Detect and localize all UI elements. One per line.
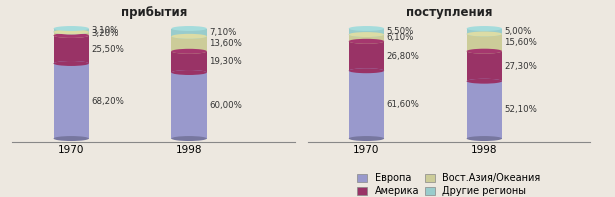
Text: 3,10%: 3,10% [91, 26, 119, 35]
FancyBboxPatch shape [54, 63, 89, 138]
Ellipse shape [54, 61, 89, 66]
Ellipse shape [172, 26, 207, 31]
Text: 60,00%: 60,00% [209, 101, 242, 110]
Ellipse shape [172, 34, 207, 39]
FancyBboxPatch shape [172, 51, 207, 72]
FancyBboxPatch shape [172, 29, 207, 36]
Ellipse shape [54, 29, 89, 34]
Text: 52,10%: 52,10% [504, 105, 538, 114]
Ellipse shape [54, 136, 89, 141]
Ellipse shape [54, 33, 89, 38]
Text: 15,60%: 15,60% [504, 38, 538, 47]
Text: 6,10%: 6,10% [386, 33, 414, 42]
Ellipse shape [349, 32, 384, 37]
FancyBboxPatch shape [349, 34, 384, 41]
FancyBboxPatch shape [349, 29, 384, 34]
Ellipse shape [467, 49, 502, 54]
Ellipse shape [349, 39, 384, 44]
Ellipse shape [172, 70, 207, 75]
Ellipse shape [349, 68, 384, 73]
Text: 5,00%: 5,00% [504, 27, 532, 36]
Ellipse shape [467, 26, 502, 31]
Legend: Европа, Америка, Вост.Азия/Океания, Другие регионы: Европа, Америка, Вост.Азия/Океания, Друг… [353, 169, 545, 197]
Ellipse shape [349, 32, 384, 37]
Text: 27,30%: 27,30% [504, 62, 538, 71]
Text: 68,20%: 68,20% [91, 97, 124, 106]
Ellipse shape [467, 79, 502, 84]
Text: 5,50%: 5,50% [386, 27, 414, 36]
FancyBboxPatch shape [172, 72, 207, 138]
Ellipse shape [467, 79, 502, 84]
Ellipse shape [349, 68, 384, 73]
Text: 3,20%: 3,20% [91, 29, 119, 38]
Ellipse shape [172, 34, 207, 39]
Ellipse shape [349, 39, 384, 44]
Ellipse shape [54, 26, 89, 31]
FancyBboxPatch shape [54, 32, 89, 35]
Text: 26,80%: 26,80% [386, 51, 419, 60]
Ellipse shape [349, 26, 384, 31]
Title: поступления: поступления [406, 6, 492, 19]
Title: прибытия: прибытия [121, 6, 187, 19]
Ellipse shape [54, 29, 89, 34]
Ellipse shape [349, 136, 384, 141]
Ellipse shape [54, 33, 89, 38]
Ellipse shape [467, 136, 502, 141]
Ellipse shape [467, 32, 502, 36]
Ellipse shape [467, 32, 502, 36]
Text: 7,10%: 7,10% [209, 28, 237, 37]
Ellipse shape [172, 136, 207, 141]
FancyBboxPatch shape [467, 34, 502, 51]
Text: 19,30%: 19,30% [209, 57, 242, 66]
FancyBboxPatch shape [467, 81, 502, 138]
Ellipse shape [467, 49, 502, 54]
Text: 61,60%: 61,60% [386, 100, 419, 109]
Ellipse shape [172, 70, 207, 75]
Ellipse shape [54, 61, 89, 66]
FancyBboxPatch shape [349, 71, 384, 138]
Text: 13,60%: 13,60% [209, 39, 242, 48]
FancyBboxPatch shape [54, 35, 89, 63]
FancyBboxPatch shape [172, 36, 207, 51]
Ellipse shape [172, 49, 207, 54]
FancyBboxPatch shape [54, 29, 89, 32]
FancyBboxPatch shape [467, 51, 502, 81]
FancyBboxPatch shape [349, 41, 384, 71]
Ellipse shape [172, 49, 207, 54]
FancyBboxPatch shape [467, 29, 502, 34]
Text: 25,50%: 25,50% [91, 45, 124, 54]
